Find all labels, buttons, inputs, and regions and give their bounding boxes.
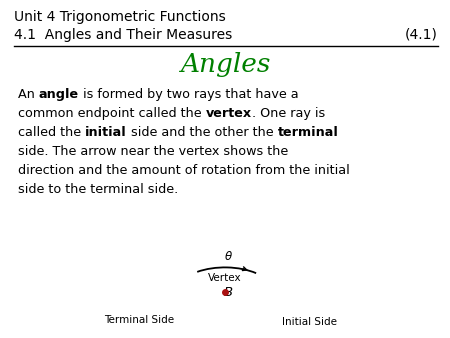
Text: side. The arrow near the vertex shows the: side. The arrow near the vertex shows th… [18,145,288,158]
Text: (4.1): (4.1) [405,28,438,42]
Text: common endpoint called the: common endpoint called the [18,107,206,120]
Text: is formed by two rays that have a: is formed by two rays that have a [79,88,299,101]
Text: vertex: vertex [206,107,252,120]
Text: called the: called the [18,126,85,139]
Text: Terminal Side: Terminal Side [104,315,174,325]
Text: side and the other the: side and the other the [127,126,278,139]
Text: 4.1  Angles and Their Measures: 4.1 Angles and Their Measures [14,28,232,42]
Text: . One ray is: . One ray is [252,107,325,120]
Text: Initial Side: Initial Side [282,317,337,327]
Text: side to the terminal side.: side to the terminal side. [18,183,178,196]
Text: Vertex: Vertex [208,273,242,283]
Text: angle: angle [39,88,79,101]
Text: B: B [224,286,233,299]
Text: direction and the amount of rotation from the initial: direction and the amount of rotation fro… [18,164,350,177]
Text: Angles: Angles [180,52,270,77]
Text: An: An [18,88,39,101]
Text: Unit 4 Trigonometric Functions: Unit 4 Trigonometric Functions [14,10,226,24]
Text: θ: θ [225,250,232,263]
Text: terminal: terminal [278,126,338,139]
Text: initial: initial [85,126,127,139]
